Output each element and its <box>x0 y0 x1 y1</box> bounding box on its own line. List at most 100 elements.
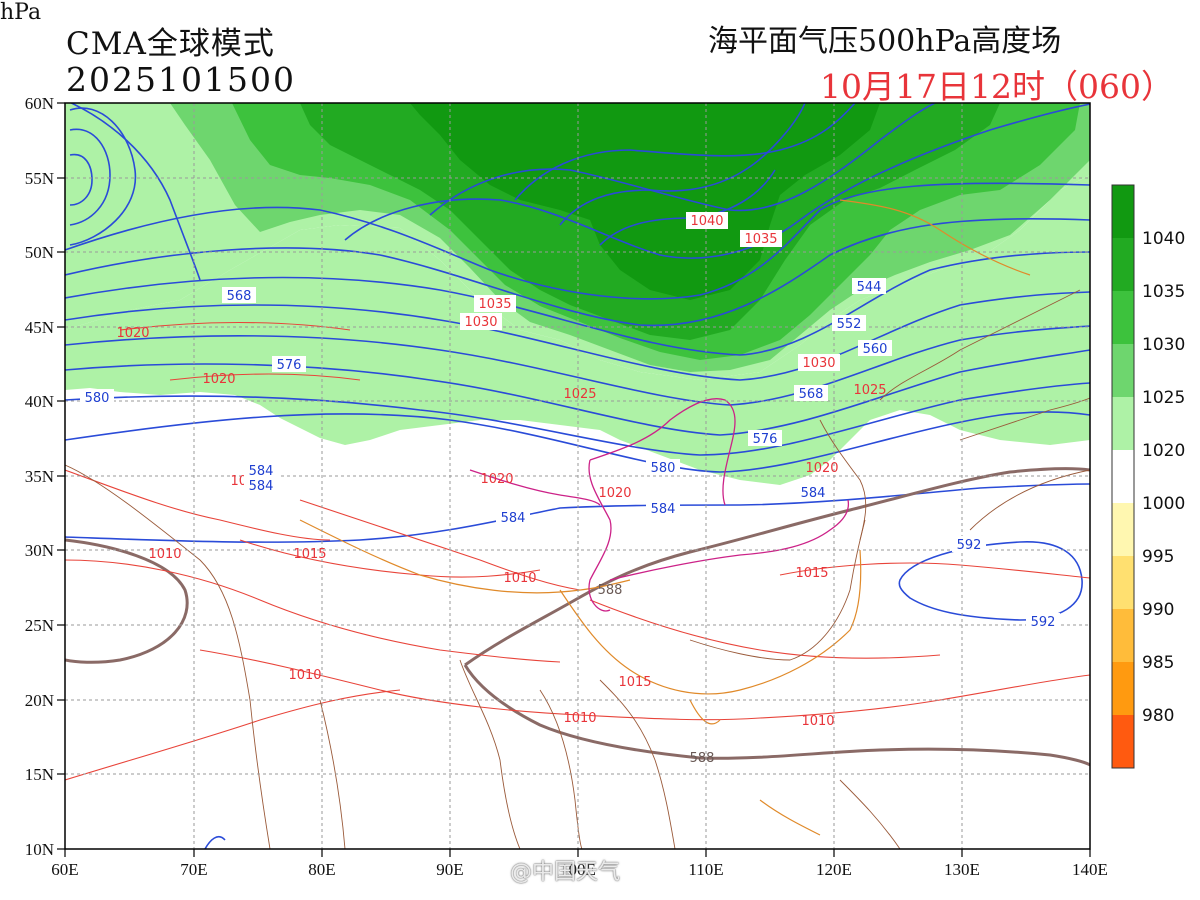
svg-text:1010: 1010 <box>148 547 181 562</box>
svg-text:592: 592 <box>957 538 982 553</box>
coastlines <box>65 289 1090 849</box>
svg-text:1030: 1030 <box>464 315 497 330</box>
colorbar-label: 1030 <box>1142 335 1186 355</box>
lat-label: 45N <box>25 318 54 337</box>
svg-text:568: 568 <box>227 289 252 304</box>
svg-text:1010: 1010 <box>563 711 596 726</box>
svg-text:544: 544 <box>857 280 882 295</box>
height-label: 592 <box>952 536 986 553</box>
colorbar-swatch <box>1112 344 1134 397</box>
svg-text:580: 580 <box>85 391 110 406</box>
colorbar-swatch <box>1112 185 1134 238</box>
colorbar-label: 1020 <box>1142 441 1186 461</box>
height-contours <box>65 103 1090 849</box>
pressure-label: 1025 <box>563 387 596 402</box>
pressure-label: 1010 <box>563 711 596 726</box>
colorbar-label: 980 <box>1142 706 1175 726</box>
lon-label: 100E <box>560 860 596 879</box>
svg-text:1010: 1010 <box>801 714 834 729</box>
svg-text:580: 580 <box>651 461 676 476</box>
height-label: 592 <box>1026 613 1060 630</box>
svg-text:1020: 1020 <box>805 461 838 476</box>
svg-text:568: 568 <box>799 387 824 402</box>
height-label: 584 <box>646 500 680 517</box>
svg-text:1020: 1020 <box>116 326 149 341</box>
colorbar-swatch <box>1112 556 1134 609</box>
colorbar-swatch <box>1112 450 1134 503</box>
lat-label: 35N <box>25 467 54 486</box>
colorbar-swatch <box>1112 397 1134 450</box>
colorbar-swatch <box>1112 715 1134 768</box>
pressure-label: 1010 <box>503 571 536 586</box>
svg-text:1020: 1020 <box>480 472 513 487</box>
height-labels: 544 552 560 568 568 576 576 580 580 584 … <box>80 278 1060 766</box>
lon-label: 120E <box>816 860 852 879</box>
svg-text:592: 592 <box>1031 615 1056 630</box>
height-label: 576 <box>272 356 306 373</box>
height-label: 560 <box>858 340 892 357</box>
svg-text:1020: 1020 <box>598 486 631 501</box>
pressure-label: 1010 <box>148 547 181 562</box>
pressure-contours <box>65 321 1090 781</box>
svg-text:576: 576 <box>277 358 302 373</box>
height-label: 568 <box>794 385 828 402</box>
svg-text:588: 588 <box>690 751 715 766</box>
lon-label: 80E <box>308 860 335 879</box>
colorbar-label: 985 <box>1142 653 1175 673</box>
svg-text:1035: 1035 <box>744 232 777 247</box>
height-label: 552 <box>832 315 866 332</box>
graticule <box>65 103 1090 849</box>
height-label: 576 <box>748 430 782 447</box>
lat-label: 10N <box>25 840 54 859</box>
lon-labels: 60E 70E 80E 90E 100E 110E 120E 130E 140E <box>51 860 1108 879</box>
height-label: 580 <box>80 389 114 406</box>
pressure-label: 1030 <box>460 313 502 330</box>
pressure-label: 1035 <box>740 230 782 247</box>
pressure-label: 1020 <box>598 486 631 501</box>
pressure-label: 1010 <box>288 668 321 683</box>
svg-text:1015: 1015 <box>618 675 651 690</box>
axis-ticks <box>57 102 1091 857</box>
svg-text:1035: 1035 <box>478 297 511 312</box>
svg-text:552: 552 <box>837 317 862 332</box>
lat-label: 30N <box>25 541 54 560</box>
svg-text:1025: 1025 <box>853 383 886 398</box>
colorbar-unit: hPa <box>0 0 42 25</box>
height-label: 584 <box>244 462 278 479</box>
colorbar-frame <box>1111 184 1135 769</box>
colorbar-swatch <box>1112 503 1134 556</box>
lon-label: 90E <box>436 860 463 879</box>
colorbar-label: 990 <box>1142 600 1175 620</box>
pressure-label: 1020 <box>116 326 149 341</box>
svg-text:584: 584 <box>651 502 676 517</box>
lat-label: 50N <box>25 243 54 262</box>
lat-label: 55N <box>25 169 54 188</box>
colorbar-swatch <box>1112 662 1134 715</box>
product-name: 海平面气压500hPa高度场 <box>708 24 1062 59</box>
pressure-label: 1040 <box>686 212 728 229</box>
colorbar-label: 1040 <box>1142 229 1186 249</box>
watermark: @中国天气 <box>510 860 621 885</box>
svg-text:1025: 1025 <box>563 387 596 402</box>
svg-text:584: 584 <box>249 479 274 494</box>
colorbar-swatch <box>1112 238 1134 291</box>
svg-text:1015: 1015 <box>293 547 326 562</box>
colorbar-label: 1025 <box>1142 388 1186 408</box>
pressure-label: 1020 <box>202 372 235 387</box>
pressure-label: 1020 <box>480 472 513 487</box>
colorbar-swatch <box>1112 291 1134 344</box>
pressure-label: 1010 <box>801 714 834 729</box>
svg-text:1020: 1020 <box>202 372 235 387</box>
height-label: 544 <box>852 278 886 295</box>
svg-text:576: 576 <box>753 432 778 447</box>
height-contour-588 <box>65 467 1090 767</box>
height-label: 584 <box>496 509 530 526</box>
lat-label: 40N <box>25 392 54 411</box>
colorbar <box>1111 184 1135 769</box>
valid-time: 10月17日12时（060） <box>820 67 1174 106</box>
pressure-label: 1020 <box>805 461 838 476</box>
svg-text:1015: 1015 <box>795 566 828 581</box>
pressure-fill-1040 <box>410 103 880 300</box>
colorbar-label: 1035 <box>1142 282 1186 302</box>
lon-label: 130E <box>944 860 980 879</box>
